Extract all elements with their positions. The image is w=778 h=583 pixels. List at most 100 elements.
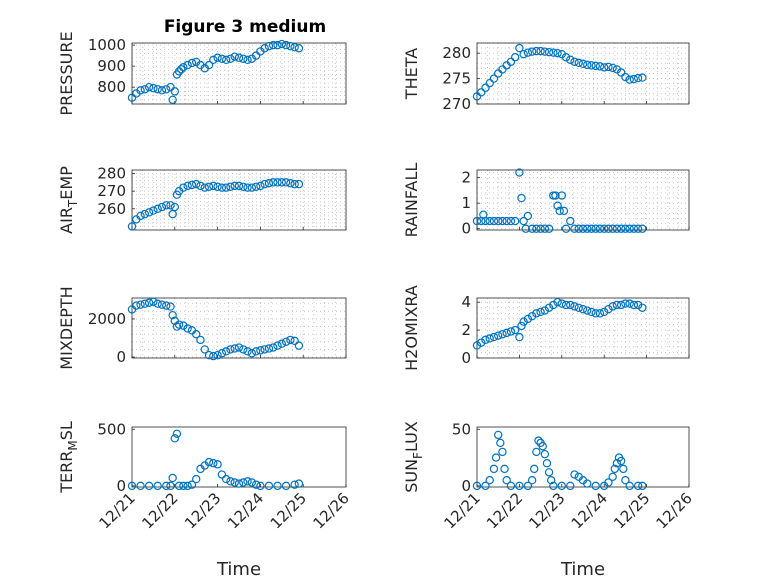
data-point [523, 48, 533, 57]
data-point [477, 338, 486, 347]
x-tick-label: 12/25 [267, 489, 310, 532]
data-point [595, 309, 605, 318]
data-point [187, 180, 197, 190]
y-tick-label: 2000 [88, 310, 126, 328]
data-point [553, 48, 562, 58]
data-point [140, 209, 150, 219]
data-point [183, 481, 192, 491]
data-point [604, 478, 613, 487]
data-point [551, 191, 560, 200]
data-point [600, 307, 609, 317]
data-point [144, 298, 154, 307]
data-point [608, 472, 617, 482]
data-point [204, 457, 214, 467]
data-point [532, 309, 541, 318]
data-point [616, 300, 626, 310]
data-point [519, 49, 528, 59]
data-point [557, 481, 567, 491]
data-point [286, 179, 295, 188]
data-point [510, 53, 520, 62]
data-point [140, 299, 150, 308]
data-point [502, 328, 511, 338]
data-point [153, 204, 162, 214]
data-point [264, 41, 274, 51]
data-point [498, 330, 507, 339]
data-point [489, 332, 499, 342]
data-point [209, 181, 218, 191]
data-point [570, 224, 579, 233]
data-point [540, 47, 550, 56]
data-point [536, 307, 545, 317]
data-point [506, 481, 516, 491]
data-point [179, 481, 188, 491]
data-point [506, 327, 516, 336]
data-point [136, 481, 145, 491]
x-axis-label: Time [216, 559, 261, 580]
data-point [144, 82, 154, 92]
data-point [625, 481, 634, 491]
data-point [243, 183, 252, 192]
x-tick-label: 12/25 [610, 489, 653, 532]
data-point [166, 302, 175, 311]
data-point [544, 47, 554, 57]
data-point [612, 224, 622, 233]
data-point [217, 470, 227, 479]
data-point [127, 481, 137, 491]
y-tick-label: 0 [461, 220, 471, 238]
axes-frame [131, 169, 347, 231]
data-point [191, 329, 201, 339]
data-point [183, 181, 192, 191]
data-point [485, 78, 494, 88]
data-point [629, 74, 639, 84]
y-tick-label: 800 [97, 78, 126, 96]
data-point [183, 60, 192, 70]
y-tick-label: 270 [97, 182, 126, 200]
axes-terr-msl: TERRMSL 0 500 12/21 12/22 12/23 12/24 12/25 12/2… [57, 420, 353, 580]
data-point [136, 86, 145, 95]
ylabel-pressure: PRESSURE [57, 31, 76, 115]
axes-frame [476, 426, 690, 488]
x-axis-label: Time [560, 559, 605, 580]
data-point [264, 179, 274, 188]
data-point [136, 211, 145, 221]
data-point [536, 224, 545, 233]
data-point [538, 442, 547, 451]
data-point [519, 317, 528, 326]
data-point [243, 477, 252, 486]
data-point [616, 224, 626, 233]
ylabel-theta: THETA [402, 48, 421, 100]
data-point [481, 216, 490, 226]
data-point [578, 59, 588, 69]
x-tick-label: 12/22 [483, 489, 526, 532]
data-point [174, 320, 184, 329]
data-point [472, 216, 482, 226]
data-point [140, 85, 150, 94]
data-point [187, 480, 197, 489]
x-tick-label: 12/21 [441, 489, 484, 532]
data-point [532, 447, 541, 457]
data-point [532, 224, 541, 233]
data-point [230, 478, 239, 487]
data-point [172, 429, 182, 438]
data-point [127, 222, 137, 231]
data-point [153, 299, 162, 308]
data-point [540, 224, 550, 233]
data-point [260, 179, 269, 189]
data-point [162, 201, 171, 210]
data-point [209, 351, 218, 361]
data-point [574, 224, 583, 233]
data-point [557, 191, 567, 200]
data-point [127, 93, 137, 102]
data-point [256, 481, 265, 491]
data-point [260, 345, 269, 354]
data-point [629, 300, 639, 310]
data-point [549, 48, 558, 57]
data-point [221, 183, 231, 192]
ylabel-mixdepth: MIXDEPTH [57, 286, 76, 369]
data-point [633, 300, 643, 310]
data-point [555, 206, 564, 216]
data-point [616, 456, 626, 466]
data-point [621, 224, 630, 233]
data-point [168, 473, 177, 483]
data-point [527, 224, 537, 233]
